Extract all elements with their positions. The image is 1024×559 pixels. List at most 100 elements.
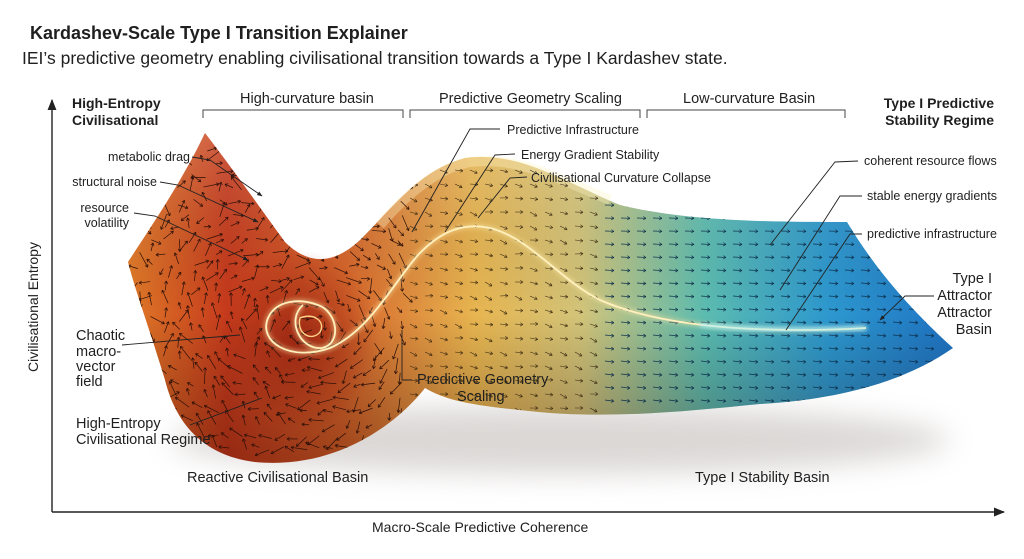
vector-arrow-head: [611, 242, 615, 247]
vector-arrow-head: [658, 307, 663, 312]
vector-arrow-head: [284, 445, 289, 450]
vector-arrow-head: [659, 242, 663, 247]
vector-arrow-head: [594, 239, 598, 244]
vector-arrow: [469, 393, 478, 397]
vector-arrow: [544, 225, 553, 229]
vector-arrow-head: [138, 385, 143, 390]
vector-arrow: [469, 169, 478, 174]
vector-arrow-head: [399, 243, 404, 247]
vector-arrow-head: [459, 212, 463, 216]
vector-arrow: [204, 367, 206, 385]
vector-arrow: [314, 144, 321, 152]
vector-arrow: [499, 267, 508, 270]
vector-arrow: [780, 308, 790, 311]
vector-arrow: [424, 281, 433, 285]
vector-arrow-head: [626, 398, 631, 403]
vector-arrow-head: [850, 385, 855, 390]
vector-arrow-head: [251, 443, 255, 448]
vector-arrow-head: [706, 398, 711, 403]
vector-arrow-head: [272, 395, 276, 400]
vector-arrow: [148, 291, 152, 306]
vector-arrow-head: [180, 414, 185, 419]
vector-arrow: [242, 414, 246, 426]
vector-arrow: [318, 372, 334, 379]
vector-arrow-head: [286, 277, 290, 281]
vector-arrow: [356, 421, 361, 434]
vector-arrow: [172, 321, 180, 330]
vector-arrow-head: [691, 229, 695, 234]
vector-arrow-head: [157, 241, 162, 245]
vector-arrow: [409, 351, 418, 357]
vector-arrow-head: [723, 229, 727, 234]
transition-trajectory: [263, 223, 867, 355]
vector-arrow: [684, 308, 694, 311]
vector-arrow-head: [223, 268, 227, 273]
vector-arrow-head: [627, 203, 631, 208]
vector-arrow-head: [155, 364, 159, 368]
vector-arrow: [297, 355, 310, 361]
vector-arrow-head: [866, 307, 871, 312]
vector-arrow-head: [754, 385, 759, 390]
vector-arrow: [196, 412, 204, 425]
vector-arrow-head: [802, 268, 807, 273]
vector-arrow: [732, 295, 742, 298]
vector-arrow-head: [610, 346, 615, 351]
vector-arrow-head: [786, 346, 791, 351]
vector-arrow: [204, 405, 219, 414]
vector-arrow: [242, 438, 248, 450]
vector-arrow-head: [301, 184, 305, 188]
vector-arrow-head: [326, 174, 330, 178]
vector-arrow-head: [819, 216, 823, 221]
vector-arrow-head: [899, 216, 903, 221]
vector-arrow-head: [277, 411, 281, 416]
vector-arrow-head: [488, 283, 493, 287]
vector-arrow-head: [310, 175, 315, 180]
vector-arrow-head: [534, 184, 538, 188]
vector-arrow-head: [866, 294, 871, 299]
vector-arrow: [224, 335, 231, 344]
vector-arrow-head: [505, 293, 509, 298]
vector-arrow: [298, 172, 308, 176]
vector-arrow-head: [519, 196, 524, 201]
vector-arrow-head: [354, 199, 358, 204]
vector-arrow: [267, 199, 277, 205]
vector-arrow-head: [579, 238, 584, 243]
vector-arrow: [241, 238, 248, 244]
vector-arrow-head: [137, 406, 141, 410]
vector-arrow-head: [504, 266, 509, 271]
vector-arrow-head: [691, 203, 695, 208]
vector-arrow-head: [285, 403, 289, 407]
vector-arrow-head: [474, 170, 478, 174]
vector-arrow: [307, 435, 320, 446]
vector-arrow-head: [594, 254, 598, 259]
vector-arrow-head: [458, 184, 463, 189]
vector-arrow-head: [931, 203, 935, 208]
vector-arrow-head: [344, 270, 348, 275]
vector-arrow-head: [802, 307, 807, 312]
vector-arrow-head: [264, 237, 268, 242]
vector-arrow-head: [643, 242, 647, 247]
vector-arrow-head: [387, 150, 391, 155]
vector-arrow-head: [707, 229, 711, 234]
vector-arrow: [454, 379, 463, 382]
vector-arrow-head: [241, 400, 246, 405]
vector-arrow: [322, 409, 333, 413]
vector-arrow-head: [229, 427, 233, 432]
vector-arrow: [295, 187, 305, 189]
vector-arrow: [274, 367, 281, 374]
vector-arrow: [574, 225, 584, 227]
vector-arrow-head: [866, 398, 871, 403]
vector-arrow: [321, 153, 330, 165]
vector-arrow: [323, 188, 329, 196]
vector-arrow-head: [489, 253, 493, 258]
vector-arrow-head: [289, 242, 293, 246]
vector-arrow: [177, 204, 189, 209]
vector-arrow-head: [270, 450, 275, 455]
vector-arrow-head: [207, 433, 212, 438]
vector-arrow-head: [274, 437, 279, 441]
vector-arrow-head: [255, 252, 259, 257]
vector-arrow: [297, 150, 309, 152]
vector-arrow-head: [564, 365, 569, 369]
vector-arrow-head: [225, 347, 230, 352]
vector-arrow: [239, 326, 246, 343]
